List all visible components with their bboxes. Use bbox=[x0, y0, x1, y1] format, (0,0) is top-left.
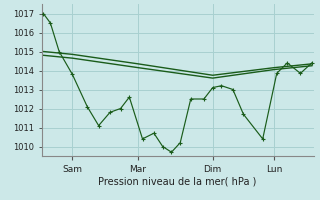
X-axis label: Pression niveau de la mer( hPa ): Pression niveau de la mer( hPa ) bbox=[99, 177, 257, 187]
